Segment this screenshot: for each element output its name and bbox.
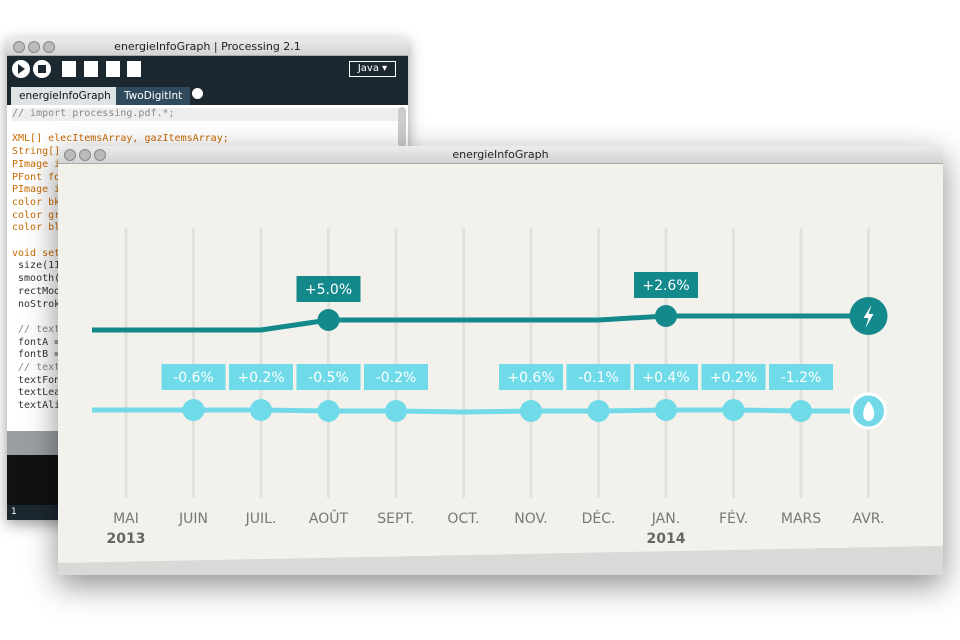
new-button[interactable] xyxy=(62,61,76,77)
year-label: 2013 xyxy=(107,531,146,547)
code-line: XML[] elecItemsArray, gazItemsArray; xyxy=(12,133,229,145)
code-area: // import processing.pdf.*; XML[] elecIte… xyxy=(7,105,408,429)
chart-window: energieInfoGraph MAI 2013 JUIN JUIL. AOÛT SEP… xyxy=(58,146,943,575)
open-button[interactable] xyxy=(84,61,98,77)
tab-bar: energieInfoGraph TwoDigitInt xyxy=(7,83,408,105)
label-box xyxy=(566,364,631,390)
code-line: noStrok xyxy=(12,298,61,310)
value-label: -0.6% xyxy=(173,370,214,386)
data-point xyxy=(587,400,610,422)
code-line: PImage i xyxy=(12,158,61,170)
month-label: SEPT. xyxy=(377,511,415,527)
label-box xyxy=(499,364,563,390)
month-label: NOV. xyxy=(514,511,547,527)
month-label: MARS xyxy=(781,511,821,527)
data-point xyxy=(790,400,812,422)
tab[interactable]: energieInfoGraph xyxy=(11,87,119,105)
code-line: rectMod xyxy=(12,285,61,297)
title-bar: energieInfoGraph | Processing 2.1 xyxy=(7,38,408,56)
code-line: smooth( xyxy=(12,273,61,285)
value-label: -0.2% xyxy=(376,370,417,386)
data-point xyxy=(317,400,340,422)
month-label: JAN. xyxy=(651,511,680,527)
trend-line xyxy=(92,313,869,333)
line-number: 1 xyxy=(11,507,17,517)
value-label: +5.0% xyxy=(305,282,352,298)
window-title: energieInfoGraph xyxy=(452,148,549,161)
code-line: // text xyxy=(12,362,61,374)
code-line: textAli xyxy=(12,400,61,412)
code-line: String[] xyxy=(12,146,61,158)
code-line: fontA = xyxy=(12,336,61,348)
code-line: color bk xyxy=(12,196,61,208)
mode-label: Java xyxy=(357,63,379,74)
scrollbar xyxy=(398,107,406,147)
month-label: AVR. xyxy=(853,511,885,527)
title-bar: energieInfoGraph xyxy=(58,146,943,164)
save-button[interactable] xyxy=(106,61,120,77)
data-point xyxy=(182,399,205,421)
code-line: void set xyxy=(12,247,61,259)
flame xyxy=(863,401,875,421)
label-box xyxy=(634,272,698,298)
window-title: energieInfoGraph | Processing 2.1 xyxy=(114,40,301,53)
value-label: -1.2% xyxy=(781,370,822,386)
label-box xyxy=(769,364,833,390)
value-label: -0.1% xyxy=(578,370,619,386)
code-line: textFon xyxy=(12,374,61,386)
code-line: PImage i xyxy=(12,184,61,196)
toolbar: Java ▾ xyxy=(7,56,408,83)
toolbar-icons xyxy=(12,60,141,78)
month-label: FÉV. xyxy=(719,510,748,527)
bolt xyxy=(863,305,874,328)
code-line: textLea xyxy=(12,387,61,399)
data-point xyxy=(250,399,272,421)
month-label: OCT. xyxy=(447,511,479,527)
label-box xyxy=(296,364,361,390)
value-label: +0.2% xyxy=(710,370,757,386)
tab-menu[interactable] xyxy=(192,88,203,99)
month-label: DÉC. xyxy=(582,510,616,527)
trend-line xyxy=(92,407,869,415)
data-point xyxy=(722,399,745,421)
value-label: +0.4% xyxy=(642,370,689,386)
data-point xyxy=(655,399,677,421)
data-point xyxy=(655,305,677,327)
label-box xyxy=(161,364,226,390)
data-point xyxy=(520,400,542,422)
month-label: JUIN xyxy=(178,511,208,527)
label-box xyxy=(229,364,293,390)
code-line: // import processing.pdf.*; xyxy=(12,108,403,121)
code-line: size(11 xyxy=(12,260,61,272)
month-label: AOÛT xyxy=(309,509,349,527)
export-button[interactable] xyxy=(127,61,141,77)
tab[interactable]: TwoDigitInt xyxy=(116,87,191,105)
value-label: +0.6% xyxy=(507,370,554,386)
year-label: 2014 xyxy=(647,531,686,547)
month-label: JUIL. xyxy=(245,511,277,527)
mode-selector[interactable]: Java ▾ xyxy=(349,61,396,77)
value-label: +0.2% xyxy=(237,370,284,386)
code-line: color bl xyxy=(12,222,61,234)
label-box xyxy=(701,364,766,390)
infographic: MAI 2013 JUIN JUIL. AOÛT SEPT. OCT. NOV. DÉC. JAN… xyxy=(58,228,943,575)
label-box xyxy=(296,276,361,302)
label-box xyxy=(364,364,428,390)
blank-line xyxy=(12,121,403,134)
month-label: MAI xyxy=(113,511,139,527)
floor-shadow xyxy=(58,546,943,575)
code-line: fontB = xyxy=(12,349,61,361)
value-label: -0.5% xyxy=(308,370,349,386)
code-line: PFont fo xyxy=(12,171,61,183)
label-box xyxy=(634,364,698,390)
data-point xyxy=(317,309,340,331)
code-line: // text xyxy=(12,323,61,335)
data-point xyxy=(385,400,407,422)
value-label: +2.6% xyxy=(642,278,689,294)
code-line: color gr xyxy=(12,209,61,221)
